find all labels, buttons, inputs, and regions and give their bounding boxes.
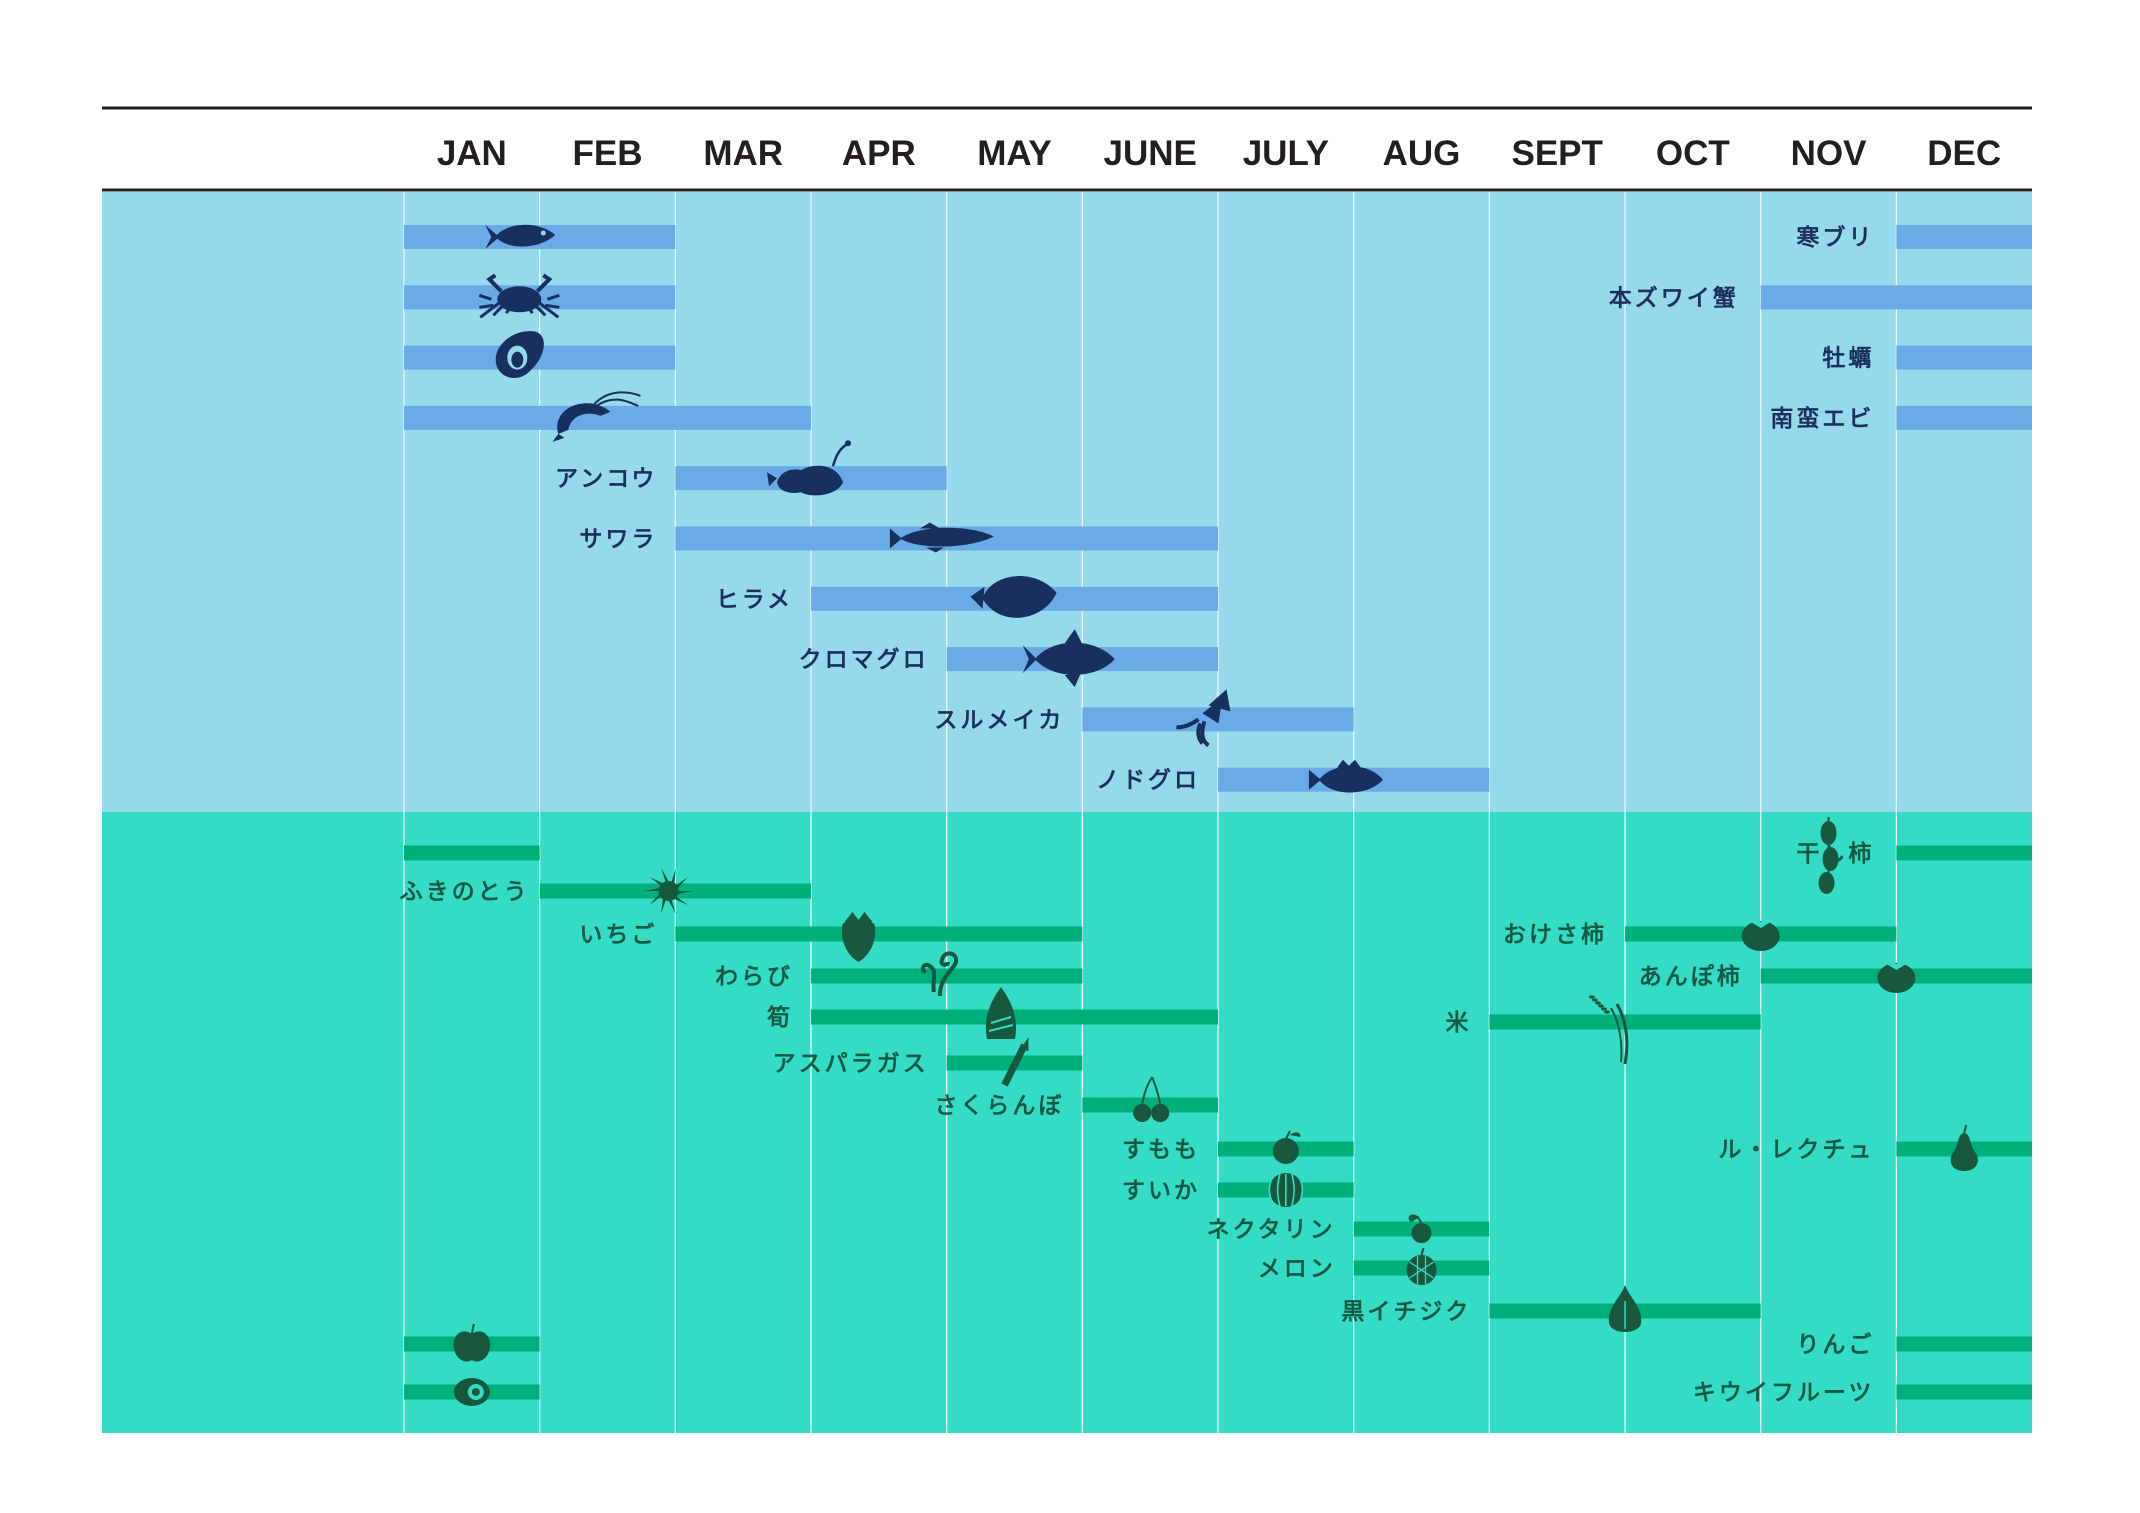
item-labels: 寒ブリ本ズワイ蟹牡蠣南蛮エビアンコウサワラヒラメクロマグロスルメイカノドグロ干し… <box>400 224 1875 1406</box>
shrimp-icon <box>552 391 641 442</box>
oyster-icon <box>495 331 544 379</box>
watermelon-icon <box>1268 1173 1304 1207</box>
produce-label: さくらんぼ <box>934 1093 1064 1119</box>
seafood-season-bar <box>1760 285 2032 310</box>
dried-persimmon-icon <box>1818 817 1839 894</box>
seafood-label: 南蛮エビ <box>1770 405 1874 432</box>
item-icons <box>453 224 1978 1406</box>
produce-label: キウイフルーツ <box>1693 1380 1875 1406</box>
produce-season-bar <box>1896 1336 2032 1352</box>
seafood-row <box>404 405 2032 430</box>
produce-season-bar <box>1082 1097 1219 1113</box>
month-label-oct: OCT <box>1656 134 1730 173</box>
cherry-icon <box>1133 1076 1170 1122</box>
produce-season-bar <box>675 926 1083 942</box>
rice-icon <box>1588 995 1629 1065</box>
month-label-mar: MAR <box>703 134 783 173</box>
produce-row <box>675 926 1083 942</box>
butterbur-icon <box>644 868 693 914</box>
month-gridlines <box>403 192 1898 1433</box>
produce-label: メロン <box>1258 1256 1336 1282</box>
produce-label: りんご <box>1796 1331 1874 1358</box>
plum-icon <box>1272 1130 1301 1164</box>
month-label-sept: SEPT <box>1511 134 1602 173</box>
anglerfish-icon <box>767 440 852 496</box>
month-label-apr: APR <box>842 134 916 173</box>
seafood-label: ヒラメ <box>716 587 793 613</box>
month-label-nov: NOV <box>1791 134 1868 173</box>
produce-label: いちご <box>579 921 657 948</box>
produce-label: あんぽ柿 <box>1639 963 1743 990</box>
produce-label: アスパラガス <box>773 1051 929 1077</box>
month-label-july: JULY <box>1243 134 1329 173</box>
nectarine-icon <box>1408 1214 1432 1243</box>
seafood-label: 牡蠣 <box>1822 346 1874 372</box>
tuna-icon <box>1022 629 1115 688</box>
squid-icon <box>1176 689 1231 748</box>
produce-label: すもも <box>1122 1137 1200 1163</box>
persimmon-icon <box>1877 960 1916 993</box>
month-label-jan: JAN <box>437 134 507 173</box>
bracken-icon <box>920 951 958 997</box>
seafood-label: 本ズワイ蟹 <box>1609 284 1739 311</box>
produce-season-bar <box>1896 1384 2032 1400</box>
crab-icon <box>478 273 560 319</box>
seafood-season-bar <box>1896 225 2032 249</box>
bamboo-shoot-icon <box>985 987 1016 1039</box>
produce-row <box>1082 1097 1219 1113</box>
month-label-may: MAY <box>977 134 1052 173</box>
produce-label: すいか <box>1122 1178 1200 1204</box>
mackerel-icon <box>889 522 994 553</box>
produce-label: ふきのとう <box>400 879 530 905</box>
month-label-dec: DEC <box>1927 134 2001 173</box>
apple-icon <box>453 1323 491 1362</box>
produce-section-bg <box>102 812 2032 1433</box>
seafood-label: アンコウ <box>555 466 657 492</box>
produce-label: ネクタリン <box>1207 1217 1336 1243</box>
seafood-label: 寒ブリ <box>1796 224 1874 251</box>
produce-label: ル・レクチュ <box>1718 1137 1874 1163</box>
persimmon-icon <box>1741 918 1780 951</box>
fig-icon <box>1608 1285 1642 1332</box>
seafood-season-bar <box>1896 405 2032 430</box>
pear-icon <box>1950 1124 1978 1171</box>
seafood-section-bg <box>102 192 2032 812</box>
seafood-label: スルメイカ <box>934 707 1064 733</box>
seafood-row <box>404 285 2032 310</box>
seafood-label: サワラ <box>579 527 657 553</box>
melon-icon <box>1406 1247 1437 1285</box>
month-header: JAN FEB MAR APR MAY JUNE JULY AUG SEPT OCT NOV DEC <box>102 106 2032 192</box>
produce-row <box>404 845 2032 861</box>
fish-icon <box>485 224 556 249</box>
month-label-june: JUNE <box>1103 134 1196 173</box>
flounder-icon <box>970 576 1057 618</box>
month-label-aug: AUG <box>1383 134 1461 173</box>
seafood-season-bar <box>1896 345 2032 370</box>
month-label-feb: FEB <box>573 134 643 173</box>
produce-label: わらび <box>715 964 793 990</box>
produce-season-bar <box>404 845 540 861</box>
produce-label: 黒イチジク <box>1341 1299 1471 1325</box>
asparagus-icon <box>1001 1037 1029 1087</box>
produce-label: 米 <box>1445 1010 1471 1036</box>
rockfish-icon <box>1308 759 1383 793</box>
kiwi-icon <box>453 1378 490 1406</box>
seafood-season-bar <box>404 405 812 430</box>
seafood-label: クロマグロ <box>799 646 929 673</box>
produce-label: おけさ柿 <box>1503 921 1607 948</box>
seafood-label: ノドグロ <box>1096 767 1200 794</box>
produce-label: 干し柿 <box>1796 840 1874 867</box>
background-layer <box>102 192 2032 1433</box>
strawberry-icon <box>841 912 876 962</box>
produce-label: 筍 <box>767 1004 793 1031</box>
produce-season-bar <box>1896 845 2032 861</box>
